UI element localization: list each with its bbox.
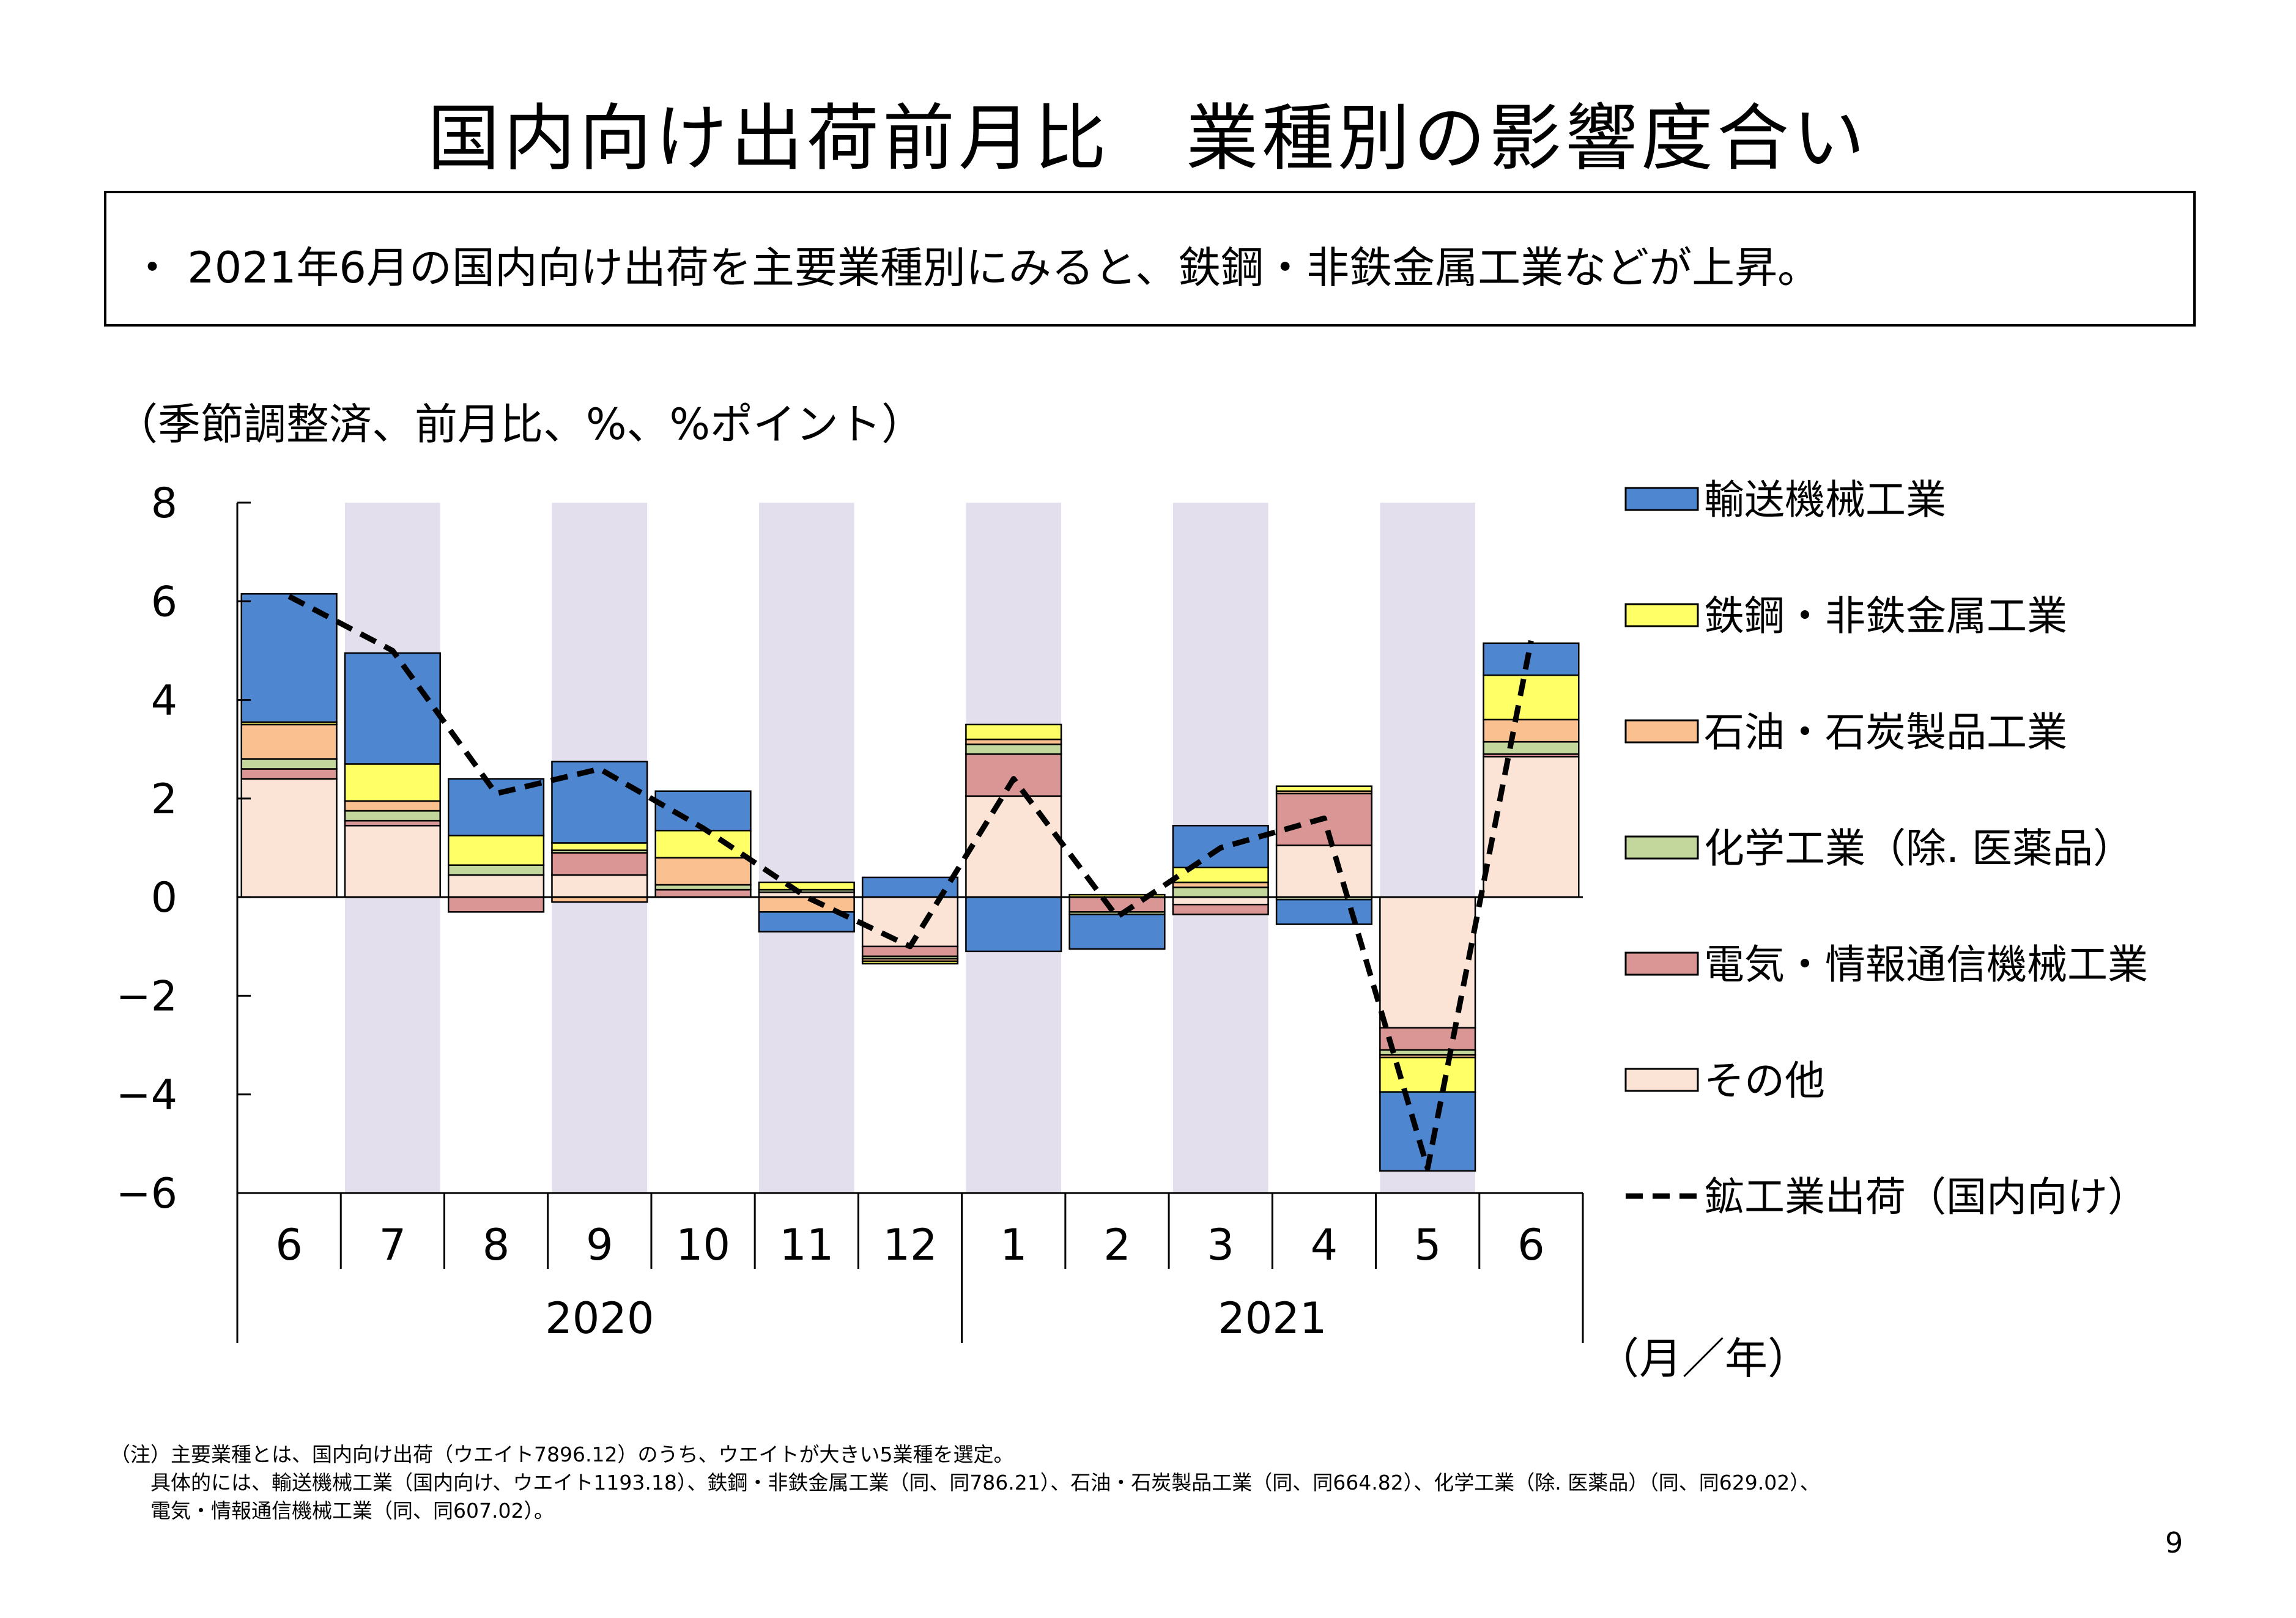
x-tick-label: 8 xyxy=(483,1220,510,1270)
bar-segment xyxy=(1483,756,1580,898)
x-tick-label: 12 xyxy=(883,1220,937,1270)
legend-label: 電気・情報通信機械工業 xyxy=(1704,941,2148,988)
bar-segment xyxy=(965,723,1062,741)
x-tick-label: 1 xyxy=(1000,1220,1028,1270)
footnote-line-3: 電気・情報通信機械工業（同、同607.02）。 xyxy=(110,1499,554,1523)
legend-label: 輸送機械工業 xyxy=(1704,476,1946,523)
bar-segment xyxy=(965,896,1062,953)
bar-segment xyxy=(551,852,648,876)
bar-segment xyxy=(1172,896,1269,906)
bar-segment xyxy=(551,842,648,851)
shaded-band xyxy=(758,503,854,1193)
x-tick-label: 7 xyxy=(379,1220,407,1270)
bar-segment xyxy=(654,830,752,859)
bar-segment xyxy=(965,753,1062,797)
bar-segment xyxy=(240,723,338,760)
bar-segment xyxy=(1483,674,1580,721)
unit-label: （季節調整済、前月比、%、%ポイント） xyxy=(115,399,925,449)
bar-segment xyxy=(240,768,338,780)
bar-segment xyxy=(344,763,441,802)
legend-label: その他 xyxy=(1704,1057,1825,1104)
y-tick-label: −2 xyxy=(116,972,177,1021)
y-tick-label: −6 xyxy=(116,1170,177,1218)
y-tick-label: 2 xyxy=(151,775,177,824)
legend-label: 鉱工業出荷（国内向け） xyxy=(1704,1173,2148,1221)
year-label: 2021 xyxy=(1218,1293,1327,1343)
bar-segment xyxy=(1275,785,1373,792)
x-tick-label: 10 xyxy=(676,1220,730,1270)
bar-segment xyxy=(447,896,545,913)
legend-swatch xyxy=(1624,603,1699,627)
total-line xyxy=(287,594,1534,1172)
bar-segment xyxy=(240,778,338,898)
x-tick-label: 11 xyxy=(779,1220,834,1270)
y-tick-label: 8 xyxy=(151,479,177,528)
bar-segment xyxy=(1172,903,1269,915)
bar-segment xyxy=(344,824,441,898)
bar-segment xyxy=(551,874,648,898)
bar-segment xyxy=(654,857,752,886)
x-tick-label: 9 xyxy=(586,1220,613,1270)
footnote-line-1: （注）主要業種とは、国内向け出荷（ウエイト7896.12）のうち、ウエイトが大き… xyxy=(110,1443,1014,1466)
legend-label: 化学工業（除. 医薬品） xyxy=(1704,825,2133,872)
bar-segment xyxy=(861,896,959,948)
summary-text: ・ 2021年6月の国内向け出荷を主要業種別にみると、鉄鋼・非鉄金属工業などが上… xyxy=(131,243,1821,293)
legend-label: 石油・石炭製品工業 xyxy=(1704,709,2067,756)
x-tick-label: 6 xyxy=(1517,1220,1545,1270)
summary-box: ・ 2021年6月の国内向け出荷を主要業種別にみると、鉄鋼・非鉄金属工業などが上… xyxy=(104,191,2196,327)
x-tick-label: 6 xyxy=(275,1220,303,1270)
x-axis-label: （月／年） xyxy=(1596,1334,1810,1384)
bar-segment xyxy=(861,960,959,965)
legend-swatch xyxy=(1624,951,1699,976)
bar-segment xyxy=(344,800,441,812)
bar-segment xyxy=(758,881,855,891)
page-title: 国内向け出荷前月比 業種別の影響度合い xyxy=(427,96,1868,180)
x-tick-label: 4 xyxy=(1311,1220,1338,1270)
footnote-line-2: 具体的には、輸送機械工業（国内向け、ウエイト1193.18）、鉄鋼・非鉄金属工業… xyxy=(110,1471,1820,1494)
bar-segment xyxy=(1068,914,1166,950)
bar-segment xyxy=(551,761,648,844)
legend-swatch xyxy=(1624,835,1699,860)
y-tick-label: 6 xyxy=(151,578,177,626)
bar-segment xyxy=(240,758,338,770)
bar-segment xyxy=(965,795,1062,898)
bar-segment xyxy=(1172,886,1269,898)
bar-segment xyxy=(654,888,752,898)
bar-segment xyxy=(447,835,545,866)
legend-swatch xyxy=(1624,487,1699,511)
y-tick-label: 0 xyxy=(151,874,177,922)
x-tick-label: 5 xyxy=(1414,1220,1442,1270)
bar-segment xyxy=(447,874,545,898)
x-tick-label: 2 xyxy=(1103,1220,1131,1270)
bar-segment xyxy=(654,790,752,832)
bar-segment xyxy=(344,810,441,822)
bar-segment xyxy=(758,896,855,913)
legend-swatch xyxy=(1624,1068,1699,1092)
bar-segment xyxy=(447,864,545,876)
y-tick-label: −4 xyxy=(116,1071,177,1120)
bar-segment xyxy=(1068,896,1166,913)
x-tick-label: 3 xyxy=(1207,1220,1234,1270)
legend-swatch xyxy=(1624,719,1699,744)
bar-segment xyxy=(1483,642,1580,676)
bar-segment xyxy=(965,743,1062,755)
bar-segment xyxy=(1483,718,1580,743)
year-label: 2020 xyxy=(545,1293,654,1343)
bar-segment xyxy=(1483,741,1580,755)
bar-segment xyxy=(1275,898,1373,925)
legend-label: 鉄鋼・非鉄金属工業 xyxy=(1704,593,2067,640)
y-tick-label: 4 xyxy=(151,677,177,725)
bar-segment xyxy=(1379,1056,1476,1093)
page-number: 9 xyxy=(2165,1526,2183,1559)
bar-segment xyxy=(1275,844,1373,898)
bar-segment xyxy=(344,652,441,765)
